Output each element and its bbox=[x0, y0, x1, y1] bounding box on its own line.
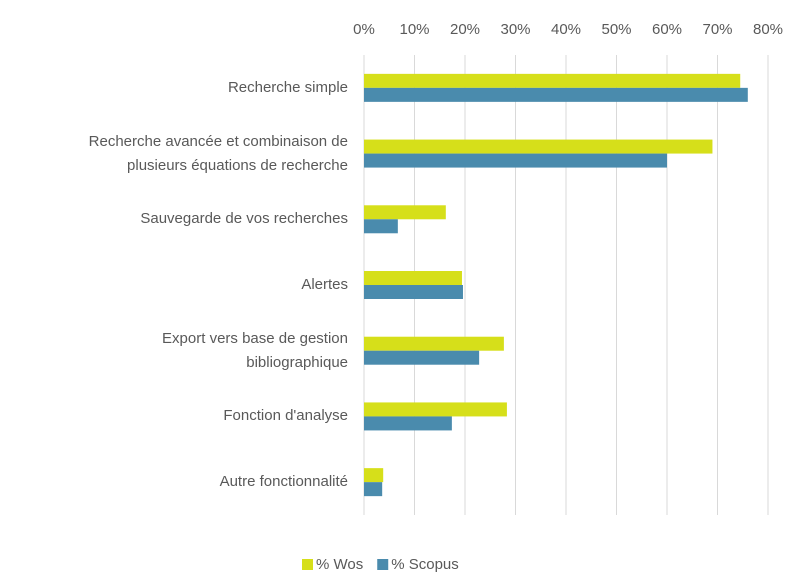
x-tick-label: 50% bbox=[601, 21, 631, 38]
legend-swatch bbox=[377, 559, 389, 570]
x-tick-label: 40% bbox=[551, 21, 581, 38]
x-tick-label: 60% bbox=[652, 21, 682, 38]
bar bbox=[364, 350, 480, 365]
bar bbox=[364, 205, 446, 220]
bar bbox=[364, 416, 452, 431]
bar bbox=[364, 139, 713, 154]
bar bbox=[364, 336, 504, 351]
category-label: Recherche simple bbox=[227, 78, 348, 96]
category-label: Recherche avancée et combinaison de plus… bbox=[88, 132, 348, 174]
legend-label: % Scopus bbox=[391, 556, 459, 573]
x-tick-label: 80% bbox=[753, 21, 783, 38]
bar bbox=[364, 402, 507, 417]
bar bbox=[364, 285, 463, 299]
bar bbox=[364, 219, 398, 234]
bar bbox=[364, 468, 384, 483]
bar bbox=[364, 87, 748, 102]
bar bbox=[364, 153, 667, 168]
x-tick-label: 30% bbox=[500, 21, 530, 38]
x-tick-label: 70% bbox=[702, 21, 732, 38]
category-label: Autre fonctionnalité bbox=[219, 473, 348, 491]
bar bbox=[364, 271, 462, 285]
category-label: Fonction d'analyse bbox=[223, 407, 348, 425]
bar bbox=[364, 73, 741, 88]
bar bbox=[364, 482, 383, 497]
legend-swatch bbox=[302, 559, 313, 570]
legend-label: % Wos bbox=[316, 556, 363, 573]
category-label: Sauvegarde de vos recherches bbox=[140, 210, 348, 228]
category-label: Export vers base de gestion bibliographi… bbox=[162, 329, 348, 371]
x-tick-label: 10% bbox=[399, 21, 429, 38]
x-tick-label: 20% bbox=[450, 21, 480, 38]
category-label: Alertes bbox=[301, 276, 348, 293]
x-tick-label: 0% bbox=[353, 21, 375, 38]
